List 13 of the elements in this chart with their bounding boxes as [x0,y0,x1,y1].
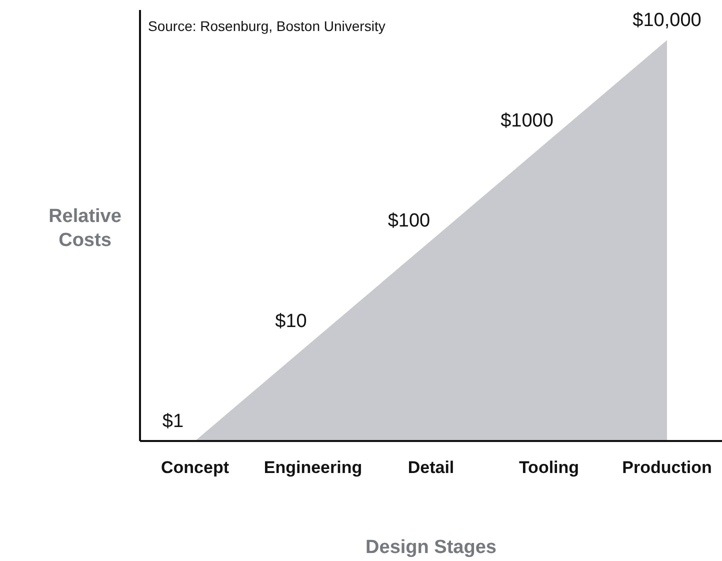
x-tick-label: Concept [161,458,230,478]
data-label: $100 [388,210,430,232]
data-label: $1000 [500,110,554,132]
x-tick-label: Tooling [518,458,580,478]
data-label: $10 [275,310,307,332]
x-axis-title: Design Stages [364,537,498,559]
x-tick-label: Production [622,458,712,478]
annotation: Source: Rosenburg, Boston University [148,18,386,34]
x-tick-label: Engineering [264,458,362,478]
data-label: $1 [162,411,184,432]
y-axis-title: Relative Costs [48,205,122,253]
x-tick-label: Detail [408,458,454,478]
data-label: $10,000 [632,10,702,32]
